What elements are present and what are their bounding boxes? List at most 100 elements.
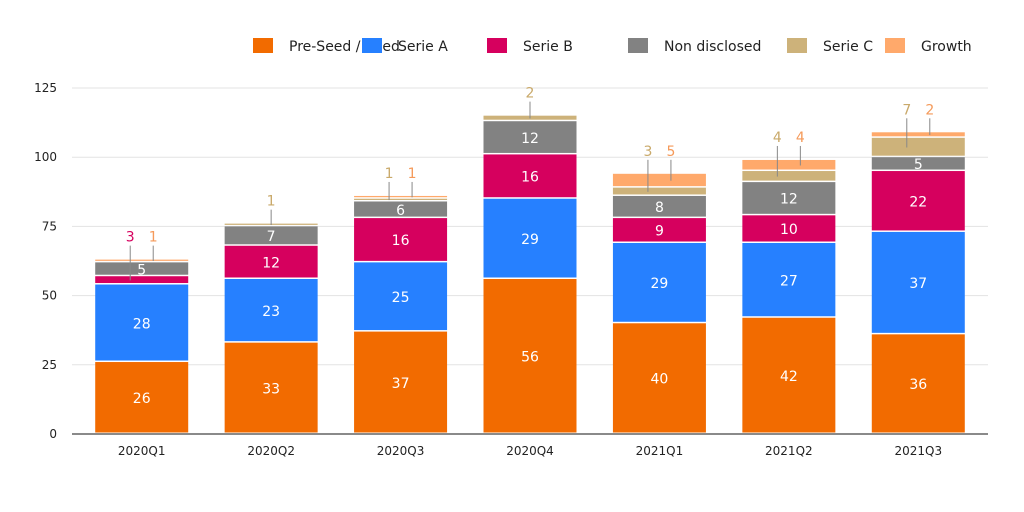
legend-swatch	[628, 38, 648, 53]
data-label: 1	[267, 194, 276, 210]
bar-segment-serie-a	[95, 284, 189, 361]
bar-segment-pre-seed-seed	[483, 278, 577, 433]
bar-segment-growth	[742, 159, 836, 170]
data-label: 9	[655, 224, 664, 240]
legend-item-growth[interactable]: Growth	[885, 38, 972, 55]
y-tick-label: 75	[42, 219, 57, 233]
bar-segment-serie-c	[612, 187, 706, 195]
bar-2020Q2: 33 23 12 7 1	[224, 194, 318, 433]
data-label: 16	[392, 233, 410, 249]
bar-segment-pre-seed-seed	[742, 317, 836, 433]
bar-segment-serie-b	[871, 171, 965, 231]
data-label: 37	[392, 376, 410, 392]
data-label: 7	[267, 229, 276, 245]
data-label: 4	[773, 130, 782, 146]
legend-swatch	[885, 38, 905, 53]
legend-item-serie-c[interactable]: Serie C	[787, 38, 873, 55]
bar-segment-growth	[612, 173, 706, 187]
bar-segment-non-disclosed	[742, 182, 836, 214]
bar-2021Q2: 42 27 10 12 4 4	[742, 130, 836, 433]
y-tick-label: 125	[34, 81, 57, 95]
bar-segment-serie-b	[742, 215, 836, 242]
legend-label: Serie A	[398, 39, 448, 55]
data-label: 1	[385, 166, 394, 182]
data-label: 26	[133, 391, 151, 407]
bar-segment-serie-a	[871, 231, 965, 333]
data-label: 28	[133, 316, 151, 332]
bar-2020Q1: 26 28 53 1	[95, 230, 189, 433]
data-label: 2	[526, 86, 535, 102]
legend-label: Serie C	[823, 39, 873, 55]
bar-segment-pre-seed-seed	[354, 331, 448, 433]
x-tick-label: 2021Q1	[636, 444, 684, 458]
bar-segment-pre-seed-seed	[224, 342, 318, 433]
data-label: 12	[262, 255, 280, 271]
data-label: 3	[643, 144, 652, 160]
legend-item-serie-b[interactable]: Serie B	[487, 38, 573, 55]
data-label: 4	[796, 130, 805, 146]
bar-segment-serie-b	[612, 218, 706, 242]
bar-segment-non-disclosed	[224, 226, 318, 245]
x-tick-label: 2021Q2	[765, 444, 813, 458]
data-label: 2	[925, 102, 934, 118]
x-tick-label: 2020Q3	[377, 444, 425, 458]
bar-segment-non-disclosed	[871, 157, 965, 170]
data-label: 5	[914, 157, 923, 173]
y-tick-label: 0	[49, 427, 57, 441]
bar-segment-growth	[871, 132, 965, 137]
bar-segment-serie-c	[871, 137, 965, 156]
y-tick-label: 25	[42, 358, 57, 372]
legend-label: Serie B	[523, 39, 573, 55]
data-label: 37	[909, 276, 927, 292]
y-tick-label: 100	[34, 150, 57, 164]
bar-segment-serie-c	[742, 171, 836, 181]
bar-segment-serie-b	[483, 154, 577, 198]
data-label: 12	[780, 192, 798, 208]
data-label: 5	[666, 144, 675, 160]
x-tick-label: 2020Q2	[247, 444, 295, 458]
data-label: 12	[521, 131, 539, 147]
data-label: 29	[521, 232, 539, 248]
legend-label: Pre-Seed / Seed	[289, 39, 400, 55]
legend-swatch	[487, 38, 507, 53]
bar-segment-pre-seed-seed	[95, 362, 189, 433]
bar-segment-serie-a	[224, 278, 318, 342]
bar-segment-serie-a	[612, 243, 706, 322]
bar-segment-serie-a	[354, 262, 448, 331]
bar-segment-serie-b	[354, 218, 448, 261]
legend-item-serie-a[interactable]: Serie A	[362, 38, 448, 55]
data-label: 33	[262, 381, 280, 397]
x-tick-label: 2021Q3	[894, 444, 942, 458]
data-label: 27	[780, 273, 798, 289]
data-label: 56	[521, 349, 539, 365]
data-label: 1	[149, 230, 158, 246]
data-label: 8	[655, 200, 664, 216]
data-label: 25	[392, 290, 410, 306]
data-label: 40	[651, 372, 669, 388]
data-label: 10	[780, 222, 798, 238]
x-axis: 2020Q1 2020Q2 2020Q3 2020Q4 2021Q1 2021Q2 2021…	[118, 444, 942, 458]
data-label: 16	[521, 170, 539, 186]
data-label: 29	[651, 276, 669, 292]
data-label: 5	[137, 262, 146, 278]
data-label: 3	[126, 230, 135, 246]
data-label: 6	[396, 203, 405, 219]
bar-2021Q1: 40 29 9 8 3 5	[612, 144, 706, 433]
legend-swatch	[362, 38, 382, 53]
y-tick-label: 50	[42, 289, 57, 303]
bar-segment-growth	[95, 259, 189, 261]
data-label: 7	[902, 102, 911, 118]
bar-segment-non-disclosed	[612, 195, 706, 217]
bar-2021Q3: 36 37 22 5 7 2	[871, 102, 965, 433]
legend-label: Non disclosed	[664, 39, 761, 55]
bar-segment-non-disclosed	[354, 201, 448, 217]
bar-segment-serie-a	[742, 243, 836, 317]
data-label: 23	[262, 304, 280, 320]
legend-item-non-disclosed[interactable]: Non disclosed	[628, 38, 761, 55]
bar-segment-serie-b	[95, 276, 189, 284]
bar-segment-non-disclosed	[483, 121, 577, 153]
data-label: 42	[780, 369, 798, 385]
